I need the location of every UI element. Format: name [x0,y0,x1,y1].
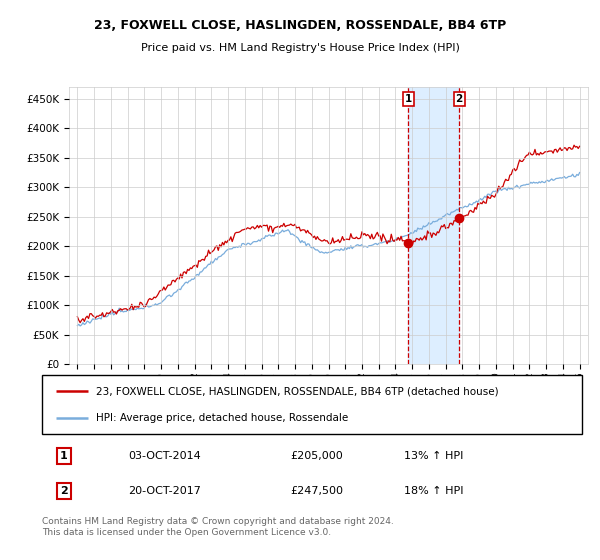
Text: 1: 1 [60,451,67,461]
Text: 1: 1 [404,94,412,104]
FancyBboxPatch shape [42,375,582,434]
Text: 18% ↑ HPI: 18% ↑ HPI [404,486,463,496]
Text: 13% ↑ HPI: 13% ↑ HPI [404,451,463,461]
Text: 03-OCT-2014: 03-OCT-2014 [128,451,201,461]
Text: Price paid vs. HM Land Registry's House Price Index (HPI): Price paid vs. HM Land Registry's House … [140,43,460,53]
Text: 20-OCT-2017: 20-OCT-2017 [128,486,201,496]
Text: HPI: Average price, detached house, Rossendale: HPI: Average price, detached house, Ross… [96,413,348,423]
Text: 23, FOXWELL CLOSE, HASLINGDEN, ROSSENDALE, BB4 6TP (detached house): 23, FOXWELL CLOSE, HASLINGDEN, ROSSENDAL… [96,386,499,396]
Text: £247,500: £247,500 [290,486,343,496]
Text: 23, FOXWELL CLOSE, HASLINGDEN, ROSSENDALE, BB4 6TP: 23, FOXWELL CLOSE, HASLINGDEN, ROSSENDAL… [94,18,506,32]
Text: 2: 2 [455,94,463,104]
Bar [408,87,459,364]
Text: Contains HM Land Registry data © Crown copyright and database right 2024.
This d: Contains HM Land Registry data © Crown c… [42,517,394,536]
Text: £205,000: £205,000 [290,451,343,461]
Text: 2: 2 [60,486,67,496]
